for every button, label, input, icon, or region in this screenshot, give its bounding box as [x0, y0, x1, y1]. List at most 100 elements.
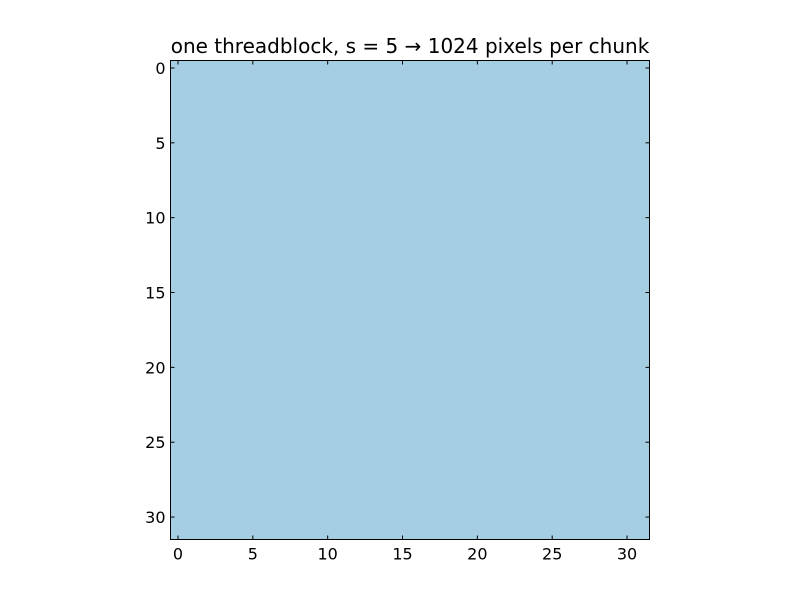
heatmap-cell [619, 225, 635, 241]
heatmap-cell [514, 105, 531, 121]
heatmap-cell [544, 359, 561, 376]
axis-ticks: 0 5 10 15 20 25 30 0 5 10 15 20 25 30 [145, 59, 650, 564]
heatmap-cell [604, 255, 620, 271]
heatmap-cell [424, 120, 441, 136]
heatmap-cell [245, 509, 261, 525]
heatmap-cell [619, 165, 635, 181]
heatmap-cell [574, 524, 591, 540]
heatmap-cell [380, 150, 396, 166]
heatmap-cell [484, 150, 501, 166]
heatmap-cell [589, 494, 605, 510]
heatmap-cell [305, 419, 321, 436]
heatmap-cell [469, 180, 486, 196]
heatmap-cell [215, 329, 231, 346]
heatmap-cell [170, 479, 186, 495]
heatmap-cell [350, 374, 366, 391]
heatmap-cell [230, 329, 246, 346]
heatmap-cell [305, 300, 321, 316]
heatmap-cell [335, 135, 351, 151]
heatmap-cell [335, 419, 351, 436]
heatmap-cell [634, 105, 650, 121]
heatmap-cell [350, 449, 366, 466]
heatmap-cell [619, 464, 635, 481]
heatmap-cell [260, 419, 276, 436]
heatmap-cell [170, 464, 186, 481]
heatmap-cell [305, 270, 321, 286]
heatmap-cell [335, 494, 351, 510]
heatmap-cell [574, 374, 591, 391]
heatmap-cell [589, 464, 605, 481]
heatmap-cell [634, 180, 650, 196]
heatmap-cell [559, 225, 576, 241]
heatmap-cell [484, 509, 501, 525]
heatmap-cell [230, 434, 246, 451]
heatmap-cell [350, 314, 366, 331]
heatmap-cell [275, 300, 291, 316]
heatmap-cell [499, 60, 516, 76]
heatmap-cell [499, 389, 516, 406]
heatmap-cell [574, 300, 591, 316]
heatmap-cell [410, 300, 426, 316]
x-tick-label: 5 [248, 545, 258, 564]
heatmap-cell [290, 195, 306, 211]
heatmap-cell [395, 180, 411, 196]
heatmap-cell [619, 195, 635, 211]
heatmap-cell [215, 359, 231, 376]
heatmap-cell [484, 329, 501, 346]
heatmap-cell [215, 524, 231, 540]
heatmap-cell [260, 464, 276, 481]
heatmap-cell [335, 479, 351, 495]
heatmap-cell [350, 225, 366, 241]
heatmap-cell [245, 270, 261, 286]
heatmap-cell [185, 285, 201, 301]
heatmap-cell [529, 105, 546, 121]
heatmap-cell [200, 449, 216, 466]
heatmap-cell [305, 494, 321, 510]
heatmap-cell [454, 60, 471, 76]
heatmap-cell [305, 285, 321, 301]
heatmap-cell [185, 105, 201, 121]
heatmap-cell [185, 240, 201, 256]
heatmap-cell [365, 389, 381, 406]
heatmap-cell [604, 494, 620, 510]
heatmap-cell [200, 210, 216, 226]
heatmap-cell [185, 225, 201, 241]
heatmap-cell [634, 509, 650, 525]
heatmap-cell [395, 329, 411, 346]
heatmap-cell [215, 225, 231, 241]
heatmap-cell [290, 90, 306, 106]
heatmap-cell [514, 329, 531, 346]
heatmap-cell [275, 329, 291, 346]
heatmap-cell [589, 270, 605, 286]
heatmap-cell [245, 75, 261, 91]
heatmap-cell [574, 135, 591, 151]
heatmap-cell [589, 404, 605, 421]
heatmap-cell [395, 509, 411, 525]
heatmap-cell [604, 479, 620, 495]
heatmap-cell [260, 285, 276, 301]
heatmap-cell [395, 90, 411, 106]
heatmap-cell [170, 300, 186, 316]
heatmap-cell [305, 449, 321, 466]
heatmap-cell [619, 404, 635, 421]
heatmap-cell [395, 105, 411, 121]
heatmap-cell [439, 374, 456, 391]
heatmap-cell [514, 270, 531, 286]
heatmap-cells [170, 60, 650, 540]
heatmap-cell [185, 359, 201, 376]
heatmap-cell [290, 509, 306, 525]
heatmap-cell [529, 60, 546, 76]
heatmap-cell [439, 509, 456, 525]
heatmap-cell [499, 165, 516, 181]
heatmap-cell [439, 285, 456, 301]
heatmap-cell [275, 255, 291, 271]
heatmap-cell [380, 314, 396, 331]
heatmap-cell [439, 404, 456, 421]
heatmap-cell [335, 509, 351, 525]
heatmap-cell [230, 389, 246, 406]
heatmap-cell [410, 270, 426, 286]
heatmap-cell [305, 210, 321, 226]
heatmap-cell [589, 180, 605, 196]
heatmap-cell [619, 180, 635, 196]
heatmap-cell [365, 419, 381, 436]
